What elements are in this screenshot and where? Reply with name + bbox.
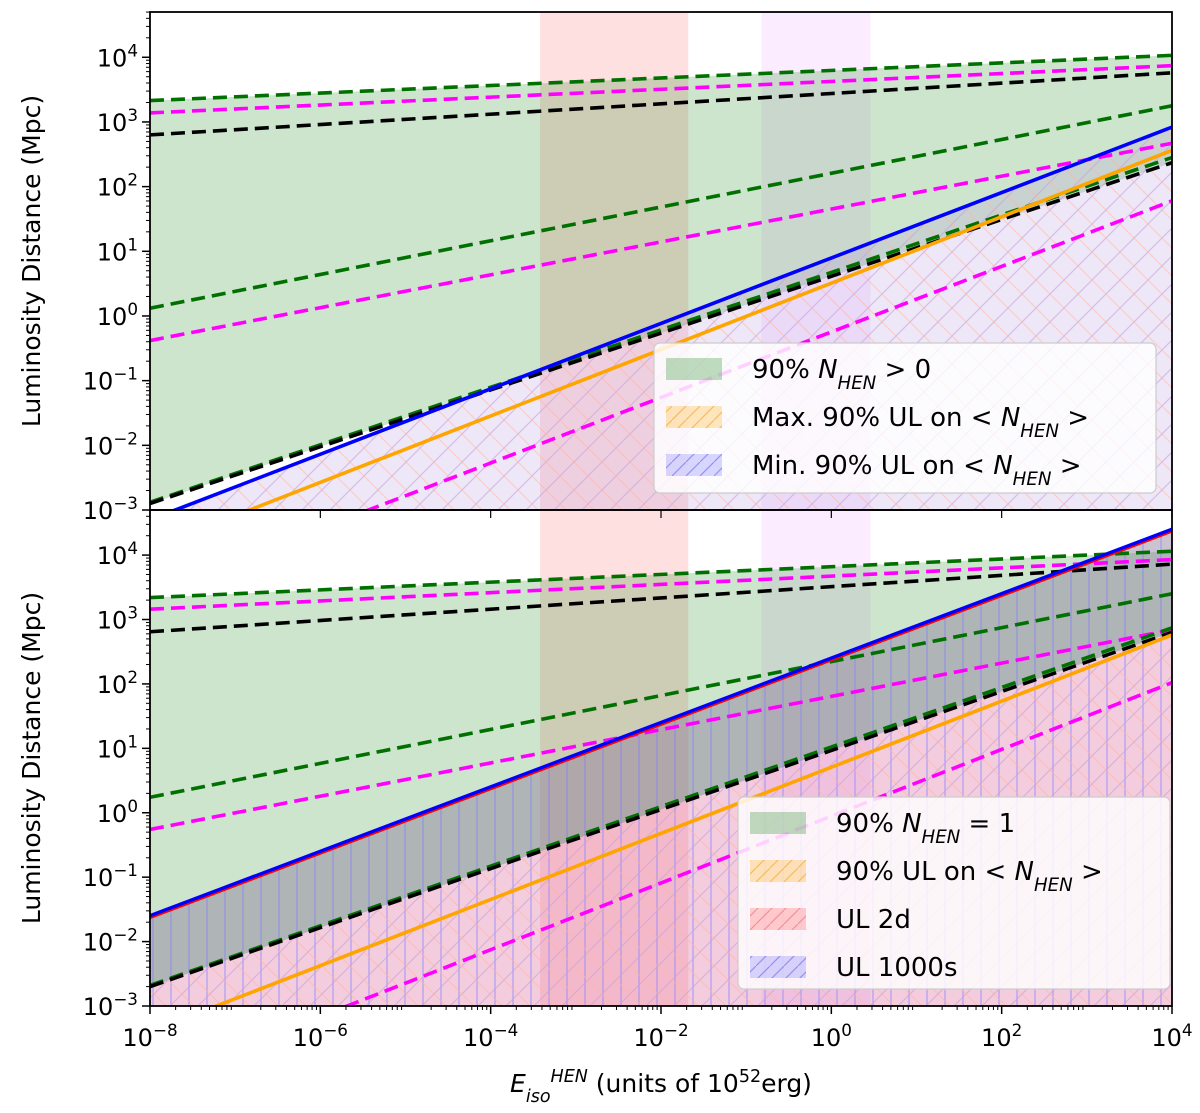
dashed-line-green-upper <box>150 53 1172 103</box>
x-tick-label: 10−2 <box>633 1020 688 1052</box>
legend-box <box>653 342 1157 494</box>
y-tick-label: 100 <box>97 796 138 828</box>
legend-label: 90% UL on < NHEN > <box>836 857 1103 896</box>
y-axis-label: Luminosity Distance (Mpc) <box>17 95 46 427</box>
y-tick-label: 10−2 <box>83 428 138 460</box>
dashed-line-magenta-upper <box>150 63 1172 115</box>
legend-swatch <box>666 358 722 380</box>
top-panel: 10−3 10−2 10−1 100 101 102 103 104 90% NHEN > 0 M… <box>17 11 1173 525</box>
y-tick-label: 100 <box>97 299 138 331</box>
dashed-line-green-middle <box>150 104 1172 310</box>
axes-overlay: 10−8 10−6 10−4 10−2 100 102 104 EisoHEN (units … <box>122 510 1193 1107</box>
dashed-line-black-upper <box>150 70 1172 137</box>
y-tick-label: 10−1 <box>83 364 138 396</box>
legend-label: UL 2d <box>836 905 911 935</box>
dashed-line-black-lower <box>150 630 1172 989</box>
legend-swatch-hatch <box>750 908 806 930</box>
x-tick-label: 10−4 <box>463 1020 518 1052</box>
y-tick-label: 10−3 <box>83 989 138 1021</box>
dashed-line-black-lower <box>150 160 1172 506</box>
y-axis-label: Luminosity Distance (Mpc) <box>17 592 46 924</box>
y-tick-label: 103 <box>97 603 138 635</box>
solid-line-UL-red <box>150 531 1172 920</box>
y-tick-label: 104 <box>97 40 138 72</box>
dashed-line-green-upper <box>150 549 1172 600</box>
dashed-line-magenta-lower <box>342 680 1172 1006</box>
x-tick-label: 100 <box>811 1020 852 1052</box>
legend-label: UL 1000s <box>836 953 958 983</box>
legend-swatch-hatch <box>750 956 806 978</box>
dashed-line-green-middle <box>150 591 1172 800</box>
dashed-line-magenta-middle <box>150 628 1172 832</box>
x-axis-label: EisoHEN (units of 1052erg) <box>510 1067 812 1107</box>
y-tick-label: 103 <box>97 105 138 137</box>
legend-swatch-hatch <box>750 860 806 882</box>
y-tick-label: 104 <box>97 538 138 570</box>
legend-label: 90% NHEN = 1 <box>836 809 1015 848</box>
y-tick-label: 101 <box>97 731 138 763</box>
legend-swatch-hatch <box>666 406 722 428</box>
x-tick-label: 104 <box>1151 1020 1192 1052</box>
solid-line-UL-blue <box>150 527 1172 918</box>
y-tick-label: 10−2 <box>83 925 138 957</box>
x-tick-label: 10−8 <box>122 1020 177 1052</box>
solid-line-UL-orange <box>211 633 1172 1006</box>
y-tick-label: 102 <box>97 170 138 202</box>
green-region <box>150 55 1172 504</box>
y-tick-label: 101 <box>97 234 138 266</box>
y-tick-label: 10−3 <box>83 493 138 525</box>
legend-label: Min. 90% UL on < NHEN > <box>752 451 1082 490</box>
y-tick-label: 102 <box>97 667 138 699</box>
bottom-panel: 10−3 10−2 10−1 100 101 102 103 104 90% NHEN = 1 9… <box>17 509 1173 1021</box>
dashed-line-black-upper <box>150 562 1172 634</box>
x-tick-label: 102 <box>981 1020 1022 1052</box>
legend-box <box>737 796 1171 990</box>
dashed-line-magenta-middle <box>150 141 1172 343</box>
plot-area <box>150 12 1172 510</box>
legend-swatch-hatch <box>666 454 722 476</box>
x-tick-label: 10−6 <box>293 1020 348 1052</box>
legend-label: 90% NHEN > 0 <box>752 355 931 394</box>
legend-swatch <box>750 812 806 834</box>
y-tick-label: 10−1 <box>83 860 138 892</box>
dashed-line-green-lower <box>150 155 1172 504</box>
dashed-line-magenta-upper <box>150 557 1172 611</box>
legend-label: Max. 90% UL on < NHEN > <box>752 403 1089 442</box>
solid-line-UL-blue <box>170 125 1172 510</box>
